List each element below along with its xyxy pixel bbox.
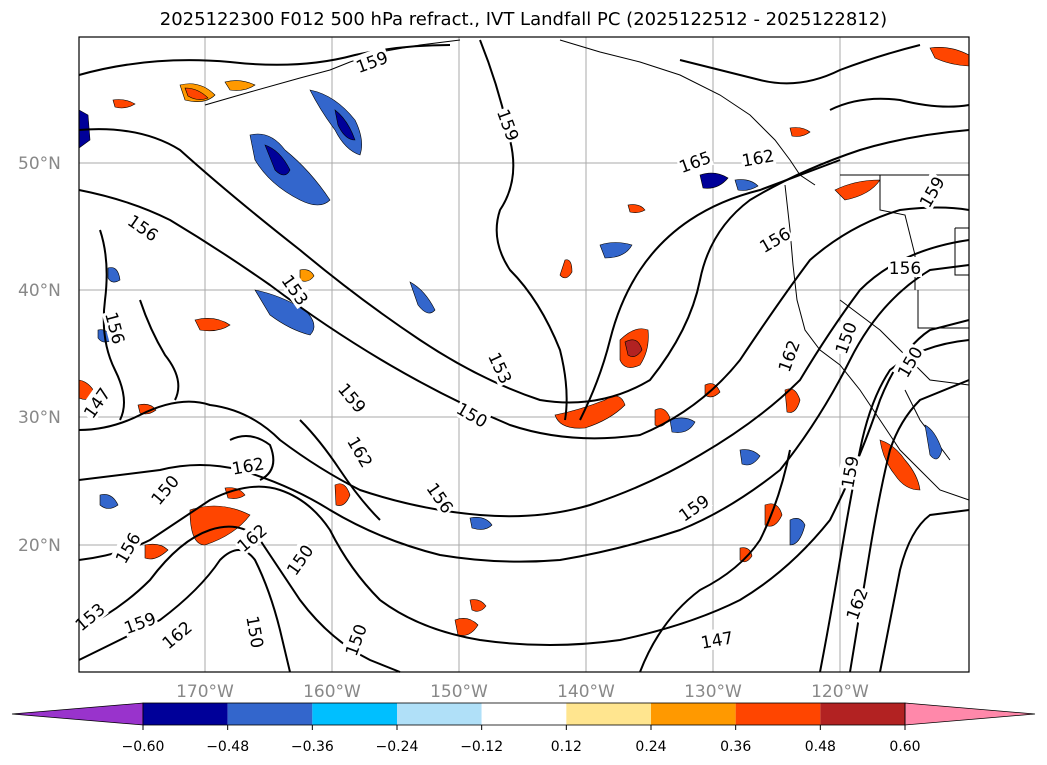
contour-label-bg <box>334 377 372 417</box>
colorbar-segment <box>397 703 482 725</box>
colorbar-tick-label: −0.36 <box>291 739 334 755</box>
colorbar-tick-label: 0.60 <box>889 739 920 755</box>
colorbar-segment <box>651 703 736 725</box>
lon-label-150w: 150°W <box>430 682 488 702</box>
colorbar-tick-label: −0.12 <box>460 739 503 755</box>
contour-label-bg <box>145 469 183 509</box>
contour-label-bg <box>913 171 949 212</box>
contour-label-bg <box>343 431 379 472</box>
contour-label-bg <box>339 620 371 660</box>
colorbar-segment <box>820 703 905 725</box>
lat-label-30n: 30°N <box>18 408 61 428</box>
colorbar-segment <box>735 703 821 725</box>
contour-label-bg <box>231 518 271 556</box>
contour-label-bg <box>78 382 115 423</box>
contour-label-bg <box>101 308 131 347</box>
colorbar-extend-high <box>904 702 1036 726</box>
refractivity-contours <box>78 39 970 673</box>
contour-label-bg <box>840 584 872 624</box>
contour-label-bg <box>277 269 314 310</box>
contour-label-bg <box>484 347 518 388</box>
colorbar-segment <box>227 703 313 725</box>
contour-label-bg <box>452 396 493 432</box>
colorbar-tick-label: −0.60 <box>122 739 165 755</box>
contour-label-bg <box>836 453 862 491</box>
contour-label: 156 <box>889 259 921 279</box>
contour-label-bg <box>352 45 392 77</box>
map-border <box>78 36 970 673</box>
contour-label-bg <box>243 613 269 651</box>
colorbar-tick-label: 0.24 <box>635 739 666 755</box>
colorbar-segment <box>312 703 397 725</box>
lat-label-50n: 50°N <box>18 154 61 174</box>
contour-label-bg <box>888 257 922 277</box>
colorbar-tick-label: 0.12 <box>551 739 582 755</box>
lon-label-120w: 120°W <box>811 682 869 702</box>
graticule <box>79 37 969 672</box>
contour-label-bg <box>422 477 459 518</box>
contour-label-bg <box>772 336 804 376</box>
colorbar-segment <box>481 703 567 725</box>
colorbar-segment <box>566 703 651 725</box>
lon-label-170w: 170°W <box>176 682 234 702</box>
lon-label-140w: 140°W <box>557 682 615 702</box>
contour-label-bg <box>891 341 927 382</box>
contour-label-bg <box>281 539 318 580</box>
contour-label-bg <box>156 615 196 653</box>
colorbar-tick-label: 0.36 <box>720 739 751 755</box>
contour-label-bg <box>109 527 145 568</box>
colorbar-outline <box>142 702 906 726</box>
lat-label-40n: 40°N <box>18 281 61 301</box>
contour-label-bg <box>698 626 736 652</box>
contour-label-bg <box>675 145 715 177</box>
refractivity-anomaly-fills <box>78 47 970 636</box>
contour-label-bg <box>673 489 714 526</box>
contour-label-bg <box>123 209 164 246</box>
colorbar-extend-low <box>11 702 144 726</box>
contour-label-bg <box>120 606 160 638</box>
colorbar-tick-label: −0.48 <box>206 739 249 755</box>
colorbar-tick-label: 0.48 <box>805 739 836 755</box>
contour-label-bg <box>229 452 267 478</box>
contour-label-bg <box>754 221 795 257</box>
map-title: 2025122300 F012 500 hPa refract., IVT La… <box>159 9 888 30</box>
contour-label-bg <box>493 105 525 145</box>
colorbar-segment <box>143 703 228 725</box>
lat-label-20n: 20°N <box>18 536 61 556</box>
contour-label-bg <box>829 318 861 358</box>
contour-label-bg <box>69 597 109 635</box>
map-background <box>79 37 969 672</box>
colorbar: −0.60 −0.48 −0.36 −0.24 −0.12 0.12 0.24 0.36 0.4… <box>11 702 1036 755</box>
lon-label-160w: 160°W <box>303 682 361 702</box>
colorbar-tick-label: −0.24 <box>376 739 419 755</box>
contour-label-bg <box>739 144 777 170</box>
lon-label-130w: 130°W <box>684 682 742 702</box>
